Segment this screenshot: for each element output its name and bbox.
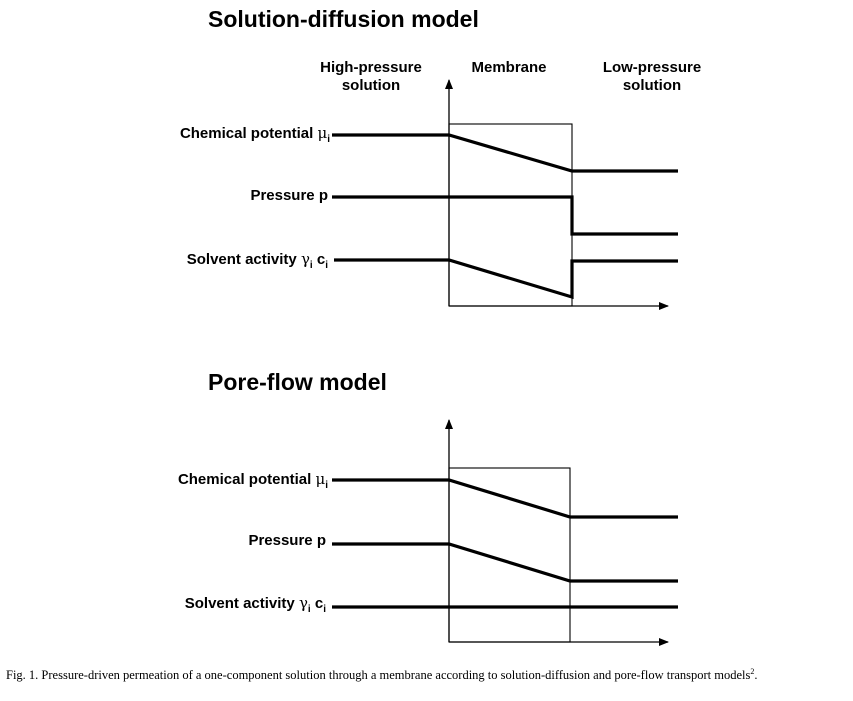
bottom-chem-sub: i [325,480,328,491]
top-chem-text: Chemical potential [179,125,314,142]
figure-caption: Fig. 1. Pressure-driven permeation of a … [6,663,848,684]
caption-reference: 2 [750,667,755,676]
bottom-chemical-potential-profile [332,478,678,519]
bottom-solvent-sub: i [307,604,311,615]
top-pressure-symbol: p [318,187,328,204]
top-solvent-sub2: i [325,260,328,271]
col-high-pressure: High-pressure solution [308,59,434,95]
bottom-solvent-text: Solvent activity [184,595,295,612]
caption-text: Fig. 1. Pressure-driven permeation of a … [6,668,751,683]
bottom-axes [445,419,669,646]
top-pressure-text: Pressure [250,187,315,204]
bottom-chem-text: Chemical potential [177,471,312,488]
col-low-pressure: Low-pressure solution [588,59,716,95]
top-label-pressure: Pressure p [250,187,328,204]
top-solvent-sub: i [309,260,313,271]
col-membrane: Membrane [460,59,558,77]
bottom-profiles [332,478,678,609]
top-label-chemical-potential: Chemical potential μi [179,124,330,145]
top-pressure-profile [332,195,678,236]
top-chem-sub: i [327,134,330,145]
top-label-solvent-activity: Solvent activity γi ci [186,250,328,271]
caption-end: . [754,668,758,683]
bottom-label-pressure: Pressure p [248,532,326,549]
bottom-chem-symbol: μ [315,470,326,488]
top-solvent-symbol: γ [300,250,310,268]
bottom-solvent-sub2: i [323,604,326,615]
top-axes [445,79,669,310]
col-low-text: Low-pressure solution [602,59,702,94]
top-solvent-activity-profile [334,258,678,300]
top-profiles [332,133,678,300]
top-panel-title: Solution-diffusion model [208,6,479,32]
bottom-label-solvent-activity: Solvent activity γi ci [184,594,326,615]
bottom-solvent-symbol2: c [314,595,324,612]
bottom-solvent-symbol: γ [298,594,308,612]
col-membrane-text: Membrane [471,59,547,76]
col-high-text: High-pressure solution [320,59,422,94]
bottom-panel-title: Pore-flow model [208,369,387,395]
bottom-pressure-symbol: p [316,532,326,549]
bottom-label-chemical-potential: Chemical potential μi [177,470,328,491]
bottom-pressure-text: Pressure [248,532,313,549]
top-solvent-symbol2: c [316,251,326,268]
bottom-membrane-box [448,467,571,643]
top-chemical-potential-profile [332,133,678,173]
bottom-pressure-profile [332,542,678,583]
top-solvent-text: Solvent activity [186,251,297,268]
top-chem-symbol: μ [317,124,328,142]
